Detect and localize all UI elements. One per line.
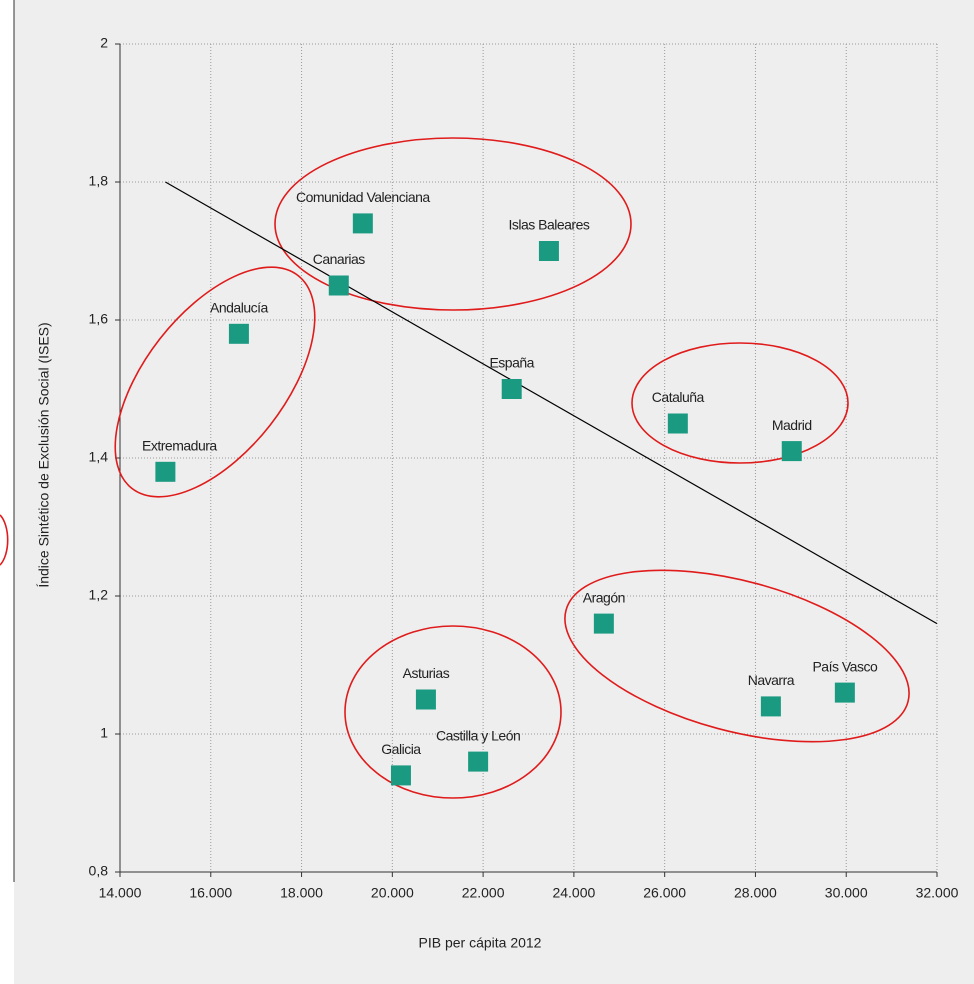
point-label: Cataluña xyxy=(652,389,705,405)
x-tick-label: 30.000 xyxy=(825,885,868,901)
point-label: Madrid xyxy=(772,417,812,433)
annotation-ellipse xyxy=(631,342,849,464)
x-axis-title: PIB per cápita 2012 xyxy=(419,935,542,951)
y-tick-label: 1,6 xyxy=(89,311,109,327)
point xyxy=(760,696,781,717)
point-label: España xyxy=(489,355,534,371)
point-label: Extremadura xyxy=(142,438,217,454)
annotation-ellipse xyxy=(564,569,910,743)
annotation-ellipse xyxy=(344,625,562,799)
x-tick-label: 22.000 xyxy=(462,885,505,901)
x-tick-label: 14.000 xyxy=(99,885,142,901)
point xyxy=(328,275,349,296)
annotation-ellipse xyxy=(0,514,9,566)
y-tick-label: 1,8 xyxy=(89,173,109,189)
point-label: Canarias xyxy=(313,251,366,267)
x-tick-label: 28.000 xyxy=(734,885,777,901)
x-tick-label: 18.000 xyxy=(280,885,323,901)
point xyxy=(501,379,522,399)
point xyxy=(415,689,436,710)
trend-line xyxy=(165,181,938,625)
point xyxy=(390,765,411,786)
y-tick-label: 0,8 xyxy=(89,863,109,879)
point xyxy=(155,461,176,482)
point xyxy=(538,241,559,261)
y-tick-label: 2 xyxy=(100,35,108,51)
x-tick-label: 32.000 xyxy=(916,885,959,901)
point-label: País Vasco xyxy=(812,658,877,674)
point-label: Navarra xyxy=(748,672,795,688)
point xyxy=(593,613,614,634)
point-label: Islas Baleares xyxy=(508,217,589,233)
x-tick-label: 26.000 xyxy=(643,885,686,901)
point xyxy=(228,323,249,344)
y-tick-label: 1,4 xyxy=(89,449,109,465)
x-tick-label: 24.000 xyxy=(552,885,595,901)
annotation-ellipse xyxy=(114,266,316,498)
point-label: Galicia xyxy=(381,741,421,757)
y-tick-label: 1,2 xyxy=(89,587,109,603)
y-tick-label: 1 xyxy=(100,725,108,741)
point-label: Andalucía xyxy=(210,300,268,316)
point xyxy=(834,682,855,703)
chart-background xyxy=(14,0,974,984)
x-tick-label: 16.000 xyxy=(189,885,232,901)
point xyxy=(468,751,489,772)
point xyxy=(781,441,802,462)
point-label: Comunidad Valenciana xyxy=(296,189,430,205)
y-axis-title: Índice Sintético de Exclusión Social (IS… xyxy=(36,322,52,587)
point xyxy=(352,213,373,234)
point xyxy=(667,413,688,434)
x-tick-label: 20.000 xyxy=(371,885,414,901)
point-label: Asturias xyxy=(403,665,450,681)
point-label: Aragón xyxy=(583,589,625,605)
annotation-ellipse xyxy=(274,137,632,311)
point-label: Castilla y León xyxy=(436,727,520,743)
